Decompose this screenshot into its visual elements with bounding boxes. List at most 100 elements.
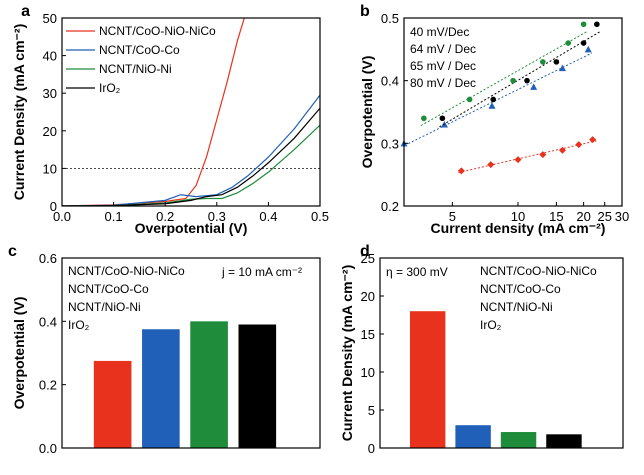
legend-label-b: 64 mV / Dec <box>410 42 476 56</box>
bar-4 <box>546 434 582 448</box>
panel-c: 0.0 0.2 0.4 0.6 c Overpotential (V) NCNT/CoO-N… <box>8 243 321 456</box>
data-point-3 <box>580 40 587 46</box>
x-tick-label-b: 20 <box>576 209 590 224</box>
legend-label-b: 40 mV/Dec <box>410 25 469 39</box>
panel-a: 0.0 0.1 0.2 0.3 0.4 0.5 0 10 20 30 40 50 a Overpotent… <box>11 3 329 236</box>
data-point-2 <box>584 45 592 53</box>
fit-line-3 <box>439 30 601 128</box>
y-tick-label-a: 50 <box>43 11 57 26</box>
data-point-1 <box>575 141 583 149</box>
x-tick-label-b: 30 <box>615 209 629 224</box>
y-tick-label-b: 0.2 <box>381 199 399 214</box>
x-tick-label-b: 25 <box>598 209 612 224</box>
legend-label-a: NCNT/NiO-Ni <box>99 62 172 76</box>
y-axis-title-c: Overpotential (V) <box>11 297 27 410</box>
data-point-4 <box>421 115 427 122</box>
data-point-1 <box>487 161 495 169</box>
data-point-2 <box>488 102 496 109</box>
data-point-1 <box>589 136 597 144</box>
axes-frame-a <box>61 17 321 207</box>
legend-label-d: NCNT/CoO-NiO-NiCo <box>480 264 597 278</box>
panel-d: 0 5 10 15 20 25d Current Density (mA cm⁻²) NCNT… <box>339 243 624 456</box>
axes-frame-d <box>379 257 624 449</box>
y-tick-label-b: 0.3 <box>381 136 399 151</box>
y-tick-label-d: 25 <box>361 251 375 266</box>
data-point-1 <box>514 156 522 164</box>
data-point-4 <box>540 59 546 65</box>
y-tick-label-a: 0 <box>50 199 57 214</box>
data-point-4 <box>565 40 572 46</box>
x-tick-label-a: 0.2 <box>156 209 174 224</box>
y-tick-label-d: 10 <box>361 365 375 380</box>
y-axis-title-d: Current Density (mA cm⁻²) <box>339 265 355 441</box>
legend-label-b: 80 mV / Dec <box>410 76 476 90</box>
data-point-3 <box>490 96 497 103</box>
bar-1 <box>409 311 446 448</box>
legend-label-d: NCNT/NiO-Ni <box>480 300 553 314</box>
x-tick-label-a: 0.3 <box>208 209 226 224</box>
y-tick-label-c: 0.0 <box>39 441 57 456</box>
series-line-4 <box>62 107 320 206</box>
legend-label-a: IrO₂ <box>99 81 121 95</box>
x-tick-label-b: 5 <box>449 209 456 224</box>
bar-2 <box>455 425 491 448</box>
y-axis-title-a: Current Density (mA cm⁻²) <box>11 24 27 200</box>
data-point-1 <box>539 151 547 159</box>
y-tick-label-d: 15 <box>361 327 375 342</box>
y-tick-label-b: 0.5 <box>381 11 399 26</box>
y-tick-label-a: 20 <box>43 124 57 139</box>
x-tick-label-a: 0.0 <box>53 209 71 224</box>
y-tick-label-d: 20 <box>361 289 375 304</box>
y-tick-label-b: 0.4 <box>381 74 399 89</box>
legend-label-c: NCNT/NiO-Ni <box>68 300 141 314</box>
legend-label-d: IrO₂ <box>480 318 502 332</box>
data-point-3 <box>439 115 446 122</box>
data-point-4 <box>510 77 516 84</box>
x-axis-title-b: Current density (mA cm⁻²) <box>431 220 606 236</box>
panel-letter-d: d <box>360 243 370 260</box>
x-tick-label-b: 10 <box>511 209 525 224</box>
x-tick-label-a: 0.4 <box>259 209 277 224</box>
data-point-4 <box>580 21 587 28</box>
data-point-1 <box>457 167 465 175</box>
y-tick-label-c: 0.4 <box>39 314 57 329</box>
axes-frame-b <box>403 17 623 207</box>
data-point-3 <box>594 21 600 28</box>
bar-3 <box>190 321 228 448</box>
y-tick-label-c: 0.6 <box>39 251 57 266</box>
fit-line-1 <box>458 140 597 174</box>
annotation-d: η = 300 mV <box>386 265 448 279</box>
data-point-2 <box>558 64 566 72</box>
data-point-1 <box>558 146 566 154</box>
y-tick-label-a: 10 <box>43 161 57 176</box>
y-tick-label-a: 30 <box>43 86 57 101</box>
legend-label-d: NCNT/CoO-Co <box>480 282 561 296</box>
y-tick-label-c: 0.2 <box>39 378 57 393</box>
fit-line-2 <box>404 52 593 147</box>
bar-3 <box>500 432 537 448</box>
series-line-2 <box>62 94 320 206</box>
data-point-3 <box>524 77 530 84</box>
legend-label-c: NCNT/CoO-NiO-NiCo <box>68 264 185 278</box>
series-line-3 <box>62 124 320 206</box>
y-tick-label-a: 40 <box>43 49 57 64</box>
legend-label-c: IrO₂ <box>68 318 90 332</box>
legend-label-c: NCNT/CoO-Co <box>68 282 149 296</box>
panel-letter-c: c <box>8 243 17 260</box>
x-tick-label-b: 15 <box>549 209 563 224</box>
panel-b: 5 10 15 20 25 30 0.2 0.3 0.4 0.5 b Current density … <box>359 3 629 236</box>
x-tick-label-a: 0.1 <box>105 209 123 224</box>
y-axis-title-b: Overpotential (V) <box>359 56 375 169</box>
bar-1 <box>93 360 132 448</box>
y-tick-label-d: 5 <box>368 403 375 418</box>
panel-letter-b: b <box>360 3 370 20</box>
x-tick-label-a: 0.5 <box>311 209 329 224</box>
data-point-2 <box>530 83 538 90</box>
annotation-c: j = 10 mA cm⁻² <box>221 265 302 279</box>
x-axis-title-a: Overpotential (V) <box>135 220 248 236</box>
panel-letter-a: a <box>21 3 30 20</box>
legend-label-a: NCNT/CoO-NiO-NiCo <box>99 24 216 38</box>
bar-4 <box>238 324 277 448</box>
legend-label-a: NCNT/CoO-Co <box>99 43 180 57</box>
